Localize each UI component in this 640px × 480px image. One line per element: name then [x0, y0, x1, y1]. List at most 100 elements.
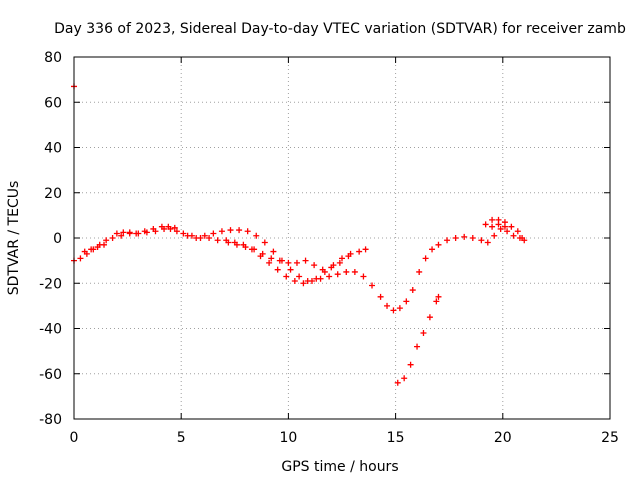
- data-point: [103, 237, 110, 244]
- data-point: [225, 239, 232, 246]
- x-tick-label: 0: [70, 430, 79, 446]
- series-track-d: [482, 216, 526, 241]
- data-point: [311, 262, 318, 269]
- y-tick-labels: 80 60 40 20 0 -20 -40 -60 -80: [39, 50, 62, 428]
- data-point: [158, 223, 165, 230]
- data-point: [81, 248, 88, 255]
- data-point: [510, 232, 517, 239]
- data-point: [433, 298, 440, 305]
- data-point: [339, 255, 345, 262]
- axis-ticks: [73, 56, 611, 420]
- data-point: [253, 232, 260, 239]
- data-point: [356, 248, 363, 255]
- grid: [74, 57, 610, 419]
- data-point: [201, 232, 208, 239]
- data-point: [193, 235, 200, 241]
- data-point: [233, 241, 240, 248]
- data-point: [296, 273, 303, 280]
- y-tick-label: 80: [44, 50, 62, 66]
- data-point: [88, 246, 95, 253]
- data-point: [497, 225, 504, 232]
- data-point: [501, 223, 508, 230]
- data-point: [478, 237, 485, 244]
- data-point: [416, 268, 423, 275]
- data-point: [244, 228, 251, 235]
- data-point: [109, 235, 116, 241]
- data-point: [351, 268, 358, 275]
- data-point: [384, 302, 391, 309]
- data-point: [126, 229, 133, 236]
- data-point: [283, 273, 290, 280]
- data-point: [482, 221, 489, 228]
- data-point: [266, 259, 273, 266]
- y-tick-label: -80: [39, 412, 62, 428]
- series-track-e: [394, 293, 442, 386]
- data-point: [268, 255, 275, 262]
- data-point: [287, 266, 294, 273]
- data-point: [362, 246, 369, 253]
- data-point: [444, 237, 451, 244]
- data-point: [101, 241, 108, 248]
- y-tick-label: -20: [39, 276, 62, 292]
- y-tick-label: -60: [39, 367, 62, 383]
- data-point: [276, 257, 283, 264]
- data-point: [328, 264, 335, 271]
- data-point: [270, 248, 277, 255]
- data-point: [302, 257, 309, 264]
- data-point: [396, 305, 403, 312]
- data-point: [227, 227, 234, 234]
- data-point: [171, 224, 178, 231]
- data-point: [484, 239, 491, 246]
- y-tick-label: 0: [53, 231, 62, 247]
- chart-title: Day 336 of 2023, Sidereal Day-to-day VTE…: [54, 21, 626, 37]
- data-point: [403, 298, 410, 305]
- series-track-a: [71, 225, 528, 314]
- data-point: [293, 259, 300, 266]
- y-tick-label: -40: [39, 322, 62, 338]
- data-point: [113, 230, 120, 237]
- data-point: [214, 237, 221, 244]
- data-point: [236, 227, 243, 234]
- data-point: [345, 253, 352, 260]
- data-point: [326, 273, 333, 280]
- data-point: [394, 379, 401, 386]
- y-tick-label: 60: [44, 95, 62, 111]
- data-point: [343, 268, 350, 275]
- data-point: [469, 235, 476, 241]
- data-point: [291, 277, 298, 284]
- data-point: [133, 230, 140, 237]
- data-point: [94, 244, 101, 251]
- data-point: [420, 330, 427, 337]
- data-point: [414, 343, 421, 350]
- data-point: [120, 229, 127, 236]
- data-point: [377, 293, 384, 300]
- data-points: [71, 83, 528, 386]
- data-point: [429, 246, 436, 253]
- data-point: [360, 273, 367, 280]
- data-point: [452, 235, 459, 241]
- data-point: [409, 287, 416, 294]
- x-tick-label: 5: [177, 430, 186, 446]
- data-point: [334, 271, 341, 278]
- data-point: [489, 223, 496, 230]
- data-point: [242, 244, 249, 251]
- data-point: [461, 233, 468, 240]
- x-tick-label: 10: [279, 430, 297, 446]
- data-point: [514, 228, 521, 235]
- x-tick-labels: 0 5 10 15 20 25: [70, 430, 619, 446]
- data-point: [141, 228, 148, 235]
- data-point: [336, 259, 343, 266]
- data-point: [407, 361, 414, 368]
- data-point: [285, 259, 292, 266]
- data-point: [435, 241, 442, 248]
- data-point: [401, 375, 408, 382]
- series-track-c: [225, 239, 352, 273]
- data-point: [519, 235, 526, 241]
- data-point: [150, 225, 157, 232]
- x-axis-label: GPS time / hours: [281, 459, 398, 475]
- data-point: [504, 228, 511, 235]
- data-point: [218, 228, 225, 235]
- series-track-b: [81, 223, 369, 284]
- data-point: [118, 232, 125, 239]
- data-point: [369, 282, 376, 289]
